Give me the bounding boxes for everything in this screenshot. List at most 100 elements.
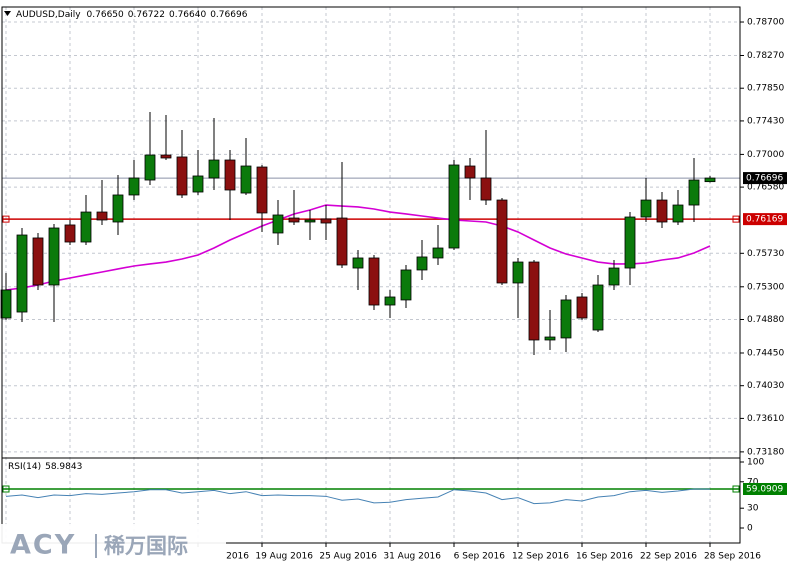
candle-body-up — [384, 296, 396, 306]
y-tick-label: 70 — [747, 477, 759, 487]
candle-body-up — [112, 194, 124, 223]
candle-body-up — [0, 289, 12, 319]
y-tick-label: 100 — [747, 458, 764, 468]
y-tick-label: 0.78270 — [747, 51, 784, 61]
y-tick-label: 0.74030 — [747, 381, 784, 391]
y-tick-label: 0 — [747, 524, 753, 534]
candle-body-up — [672, 204, 684, 223]
grid: 0.78700 0.78270 0.77850 0.77430 0.77000 0.765… — [2, 7, 784, 562]
close-label: 0.76696 — [210, 10, 247, 20]
candle-body-up — [400, 269, 412, 301]
x-tick-label: 31 Aug 2016 — [383, 552, 441, 562]
y-tick-label: 0.76580 — [747, 183, 784, 193]
level-label-box — [743, 483, 787, 495]
candle-body-down — [368, 257, 380, 306]
level-label: 59.0909 — [746, 485, 783, 495]
y-tick-label: 0.77000 — [747, 150, 784, 160]
line-anchor — [732, 215, 740, 223]
x-tick-label: 28 Sep 2016 — [704, 552, 761, 562]
rsi-title: RSI(14) — [8, 462, 41, 472]
candle-body-up — [208, 159, 220, 179]
y-tick-label: 0.74880 — [747, 315, 784, 325]
candle-body-down — [96, 211, 108, 221]
x-tick-label: 6 Sep 2016 — [454, 552, 506, 562]
candle-body-up — [688, 179, 700, 206]
y-tick-label: 0.74450 — [747, 348, 784, 358]
candle-body-up — [192, 175, 204, 193]
candle-body-down — [656, 199, 668, 223]
overlay: 0.76696 0.76169 59.0909 — [743, 172, 787, 495]
candle-body-up — [560, 299, 572, 339]
candle-body-down — [288, 217, 300, 223]
price-label: 0.76169 — [746, 215, 783, 225]
y-tick-label: 30 — [747, 504, 759, 514]
line-anchor — [732, 485, 740, 493]
candle-body-down — [176, 156, 188, 196]
open-label: 0.76650 — [87, 10, 124, 20]
candle-body-up — [144, 154, 156, 181]
candle-body-up — [272, 214, 284, 234]
price-label-box — [743, 172, 787, 185]
x-tick-label: 12 Sep 2016 — [512, 552, 569, 562]
marks — [0, 112, 740, 505]
candle-body-up — [704, 177, 716, 183]
high-label: 0.76722 — [128, 10, 165, 20]
rsi-line — [5, 488, 711, 505]
candle-body-down — [528, 261, 540, 341]
candle-body-up — [448, 164, 460, 249]
menu-arrow — [4, 11, 11, 16]
x-tick-label: 25 Aug 2016 — [319, 552, 377, 562]
rsi-current: 58.9843 — [45, 462, 82, 472]
candle-body-up — [240, 165, 252, 194]
candle-body-down — [320, 218, 332, 224]
y-tick-label: 0.75300 — [747, 282, 784, 292]
candle-body-down — [336, 217, 348, 266]
candle-body-down — [464, 165, 476, 179]
candle-body-up — [416, 256, 428, 271]
symbol-title: AUDUSD,Daily — [16, 10, 81, 20]
candle-body-down — [496, 199, 508, 284]
line-anchor — [2, 215, 10, 223]
candle-body-down — [480, 177, 492, 201]
candle-body-up — [624, 216, 636, 269]
candle-body-up — [304, 219, 316, 223]
low-label: 0.76640 — [169, 10, 206, 20]
candle-body-down — [32, 237, 44, 286]
moving-average-line — [5, 204, 711, 291]
x-tick-label: 2016 — [226, 552, 249, 562]
candle-body-down — [256, 166, 268, 214]
candle-body-up — [640, 199, 652, 218]
candle-body-up — [512, 261, 524, 284]
y-tick-label: 0.75730 — [747, 249, 784, 259]
candle-body-up — [128, 177, 140, 196]
y-tick-label: 0.77430 — [747, 116, 784, 126]
candle-body-up — [608, 267, 620, 286]
candle-body-up — [352, 257, 364, 269]
candle-body-down — [64, 224, 76, 243]
watermark: ACY 稀万国际 — [0, 524, 226, 569]
x-tick-label: 22 Sep 2016 — [640, 552, 697, 562]
plot-frame — [1, 6, 741, 544]
rsi-header: RSI(14) 58.9843 — [8, 462, 82, 472]
y-tick-label: 0.73610 — [747, 414, 784, 424]
y-tick-label: 0.78700 — [747, 18, 784, 28]
candle-body-up — [48, 227, 60, 286]
x-tick-label: 19 Aug 2016 — [255, 552, 313, 562]
watermark-brand: ACY — [10, 530, 76, 561]
x-tick-label: 16 Sep 2016 — [576, 552, 633, 562]
chart-header: AUDUSD,Daily 0.76650 0.76722 0.76640 0.76696 — [16, 10, 248, 20]
candle-body-up — [432, 247, 444, 259]
line-anchor — [2, 485, 10, 493]
price-label: 0.76696 — [746, 174, 783, 184]
candle-body-down — [224, 159, 236, 191]
candle-body-up — [592, 284, 604, 331]
candle-body-up — [544, 336, 556, 341]
y-tick-label: 0.77850 — [747, 84, 784, 94]
watermark-background — [0, 524, 226, 569]
price-label-box — [743, 213, 787, 226]
candle-body-up — [16, 234, 28, 313]
candle-body-down — [160, 154, 172, 159]
